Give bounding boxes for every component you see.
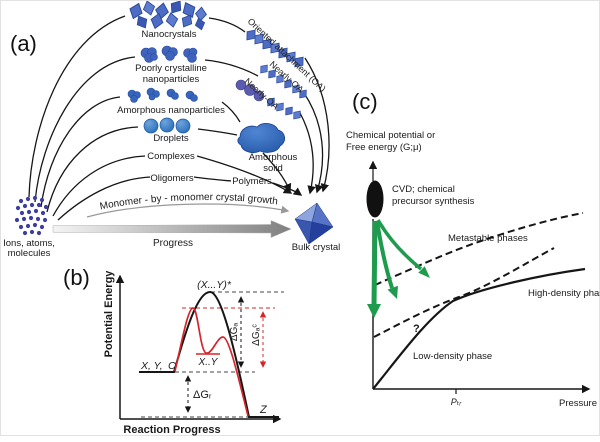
ions-cluster-icon — [14, 195, 49, 236]
ions-label-line2: molecules — [8, 248, 51, 259]
amorphous-solid-label-line2: solid — [263, 163, 283, 174]
nanocrystals-icon — [126, 0, 208, 32]
catalyzed-curve — [174, 307, 249, 417]
bulk-crystal-label: Bulk crystal — [292, 242, 341, 253]
poorly-crystalline-label-line2: nanoparticles — [143, 74, 200, 85]
complexes-label: Complexes — [147, 151, 195, 162]
progress-arrow — [52, 220, 292, 238]
bulk-crystal-icon — [294, 202, 334, 245]
b-y-axis-label: Potential Energy — [103, 270, 115, 358]
reactants-label: X, Y, — [140, 360, 163, 372]
intermediate-label: X..Y — [198, 357, 219, 368]
panel-c-label: (c) — [352, 89, 378, 114]
high-density-label: High-density phase — [528, 288, 600, 299]
panel-c: (c) Chemical potential or Free energy (G… — [346, 89, 600, 409]
transition-state-label: (X...Y)* — [197, 279, 232, 291]
cvd-label-line2: precursor synthesis — [392, 196, 475, 207]
pathway-arcs-left — [28, 15, 151, 221]
ions-label-line1: Ions, atoms, — [3, 238, 55, 249]
amorphous-nanoparticles-label: Amorphous nanoparticles — [117, 105, 225, 116]
amorphous-solid-icon — [237, 123, 286, 153]
oligomers-label: Oligomers — [150, 173, 194, 184]
poorly-crystalline-icon — [140, 45, 198, 63]
cvd-label-line1: CVD; chemical — [392, 184, 455, 195]
metastable-curve-lower — [373, 247, 555, 338]
b-dashed-lines — [141, 291, 284, 418]
delta-ga-label: ΔGₐ — [229, 323, 240, 341]
green-pathway-arrows — [371, 219, 423, 307]
amorphous-solid-label-line1: Amorphous — [249, 152, 298, 163]
delta-gr-label: ΔGᵣ — [193, 389, 212, 401]
panel-b-label: (b) — [63, 265, 90, 290]
metastable-label: Metastable phases — [448, 233, 528, 244]
delta-ga-cat-label: ΔGₐᶜ — [251, 324, 262, 346]
amorphous-nanoparticles-icon — [127, 87, 198, 103]
droplets-label: Droplets — [153, 133, 189, 144]
c-y-axis-label-line2: Free energy (G;μ) — [346, 142, 422, 153]
uncatalyzed-curve — [139, 290, 279, 418]
polymers-label: Polymers — [232, 176, 272, 187]
solid-phase-curve — [372, 267, 586, 390]
droplets-icon — [143, 117, 191, 134]
metastable-curve-upper — [374, 212, 584, 286]
low-density-label: Low-density phase — [413, 351, 492, 362]
green-arrowheads — [367, 266, 430, 318]
poorly-crystalline-label-line1: Poorly crystalline — [135, 63, 207, 74]
question-mark-label: ? — [413, 323, 420, 335]
b-x-axis-label: Reaction Progress — [123, 424, 220, 436]
c-ptr-label: Pₜᵣ — [451, 397, 462, 407]
panel-b: (b) Potential Energy Reaction Progress (… — [63, 265, 284, 436]
c-pressure-label: Pressure — [559, 398, 597, 409]
c-y-axis-label-line1: Chemical potential or — [346, 130, 435, 141]
product-label: Z — [259, 404, 268, 416]
panel-a: (a) — [3, 0, 341, 259]
pathway-arcs-right — [193, 17, 330, 196]
nanocrystals-label: Nanocrystals — [142, 29, 197, 40]
progress-label: Progress — [153, 238, 193, 249]
panel-a-label: (a) — [10, 31, 37, 56]
catalyst-label: C — [168, 360, 176, 372]
nearly-oa-chain-lower-icon — [235, 79, 305, 123]
precursor-ellipse-icon — [366, 180, 384, 218]
monomer-growth-arrow — [86, 203, 290, 218]
